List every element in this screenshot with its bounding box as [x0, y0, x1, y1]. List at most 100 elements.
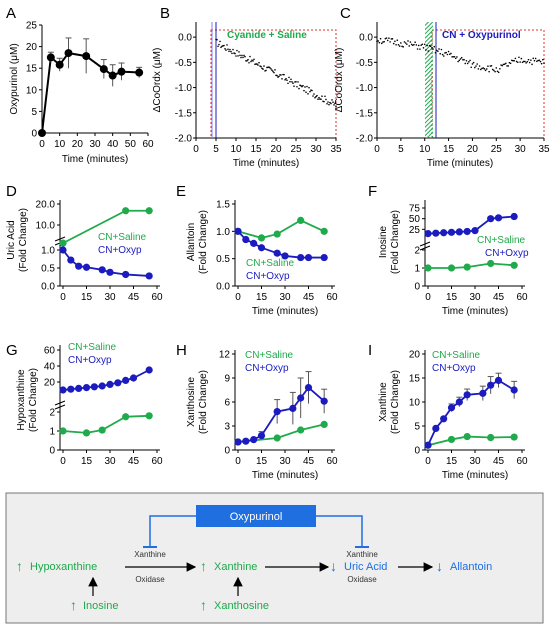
- series-cn-oxyp-point: [59, 246, 67, 254]
- y-tick-label: 0.0: [359, 33, 373, 44]
- trace-point: [474, 66, 476, 69]
- trace-point: [464, 62, 467, 65]
- trace-point: [477, 68, 480, 70]
- x-tick-label: 15: [81, 292, 93, 303]
- trace-point: [416, 48, 419, 50]
- y-tick-label: 10: [26, 85, 38, 96]
- trace-point: [384, 37, 387, 40]
- trace-point: [269, 67, 271, 69]
- series-cn-oxyp-point: [487, 381, 495, 389]
- x-tick-label: 15: [443, 144, 455, 155]
- x-tick-label: 60: [151, 292, 163, 303]
- series-cn-oxyp-point: [90, 383, 98, 391]
- trace-point: [224, 48, 226, 50]
- legend-blue: CN+Oxyp: [98, 245, 142, 256]
- x-tick-label: 5: [213, 144, 219, 155]
- trace-point: [522, 60, 525, 63]
- panel-b: 0.0 -0.5 -1.0 -1.5 -2.0 0 5 10 15 20 25 30 35 Time …: [152, 22, 342, 169]
- trace-point: [276, 74, 278, 77]
- panel-c: 0.0 -0.5 -1.0 -1.5 -2.0 0 5 10 15 20 25 30 35 Time …: [334, 22, 550, 169]
- y-tick-label: 20: [409, 350, 421, 361]
- trace-point: [308, 86, 310, 89]
- trace-point: [404, 42, 407, 44]
- x-tick-label: 30: [469, 456, 481, 467]
- trace-point: [334, 102, 336, 105]
- trace-point: [443, 55, 445, 57]
- y-tick-label: -0.5: [175, 58, 193, 69]
- legend-blue: CN+Oxyp: [432, 363, 476, 374]
- y-tick-label: 12: [219, 350, 231, 361]
- series-cn-oxyp-point: [129, 374, 138, 382]
- series-cn-saline-point: [257, 234, 266, 242]
- trace-point: [419, 48, 421, 50]
- trace-point: [329, 101, 331, 104]
- trace-point: [437, 50, 439, 52]
- x-tick-label: 45: [128, 292, 140, 303]
- y-tick-label: 9: [224, 374, 230, 385]
- trace-point: [247, 58, 249, 61]
- series-cn-saline-point: [447, 264, 456, 272]
- series-cn-saline-line: [62, 414, 150, 434]
- trace-point: [386, 39, 389, 42]
- y-tick-label: 3: [224, 422, 230, 433]
- y-axis-label-1: Uric Acid: [6, 220, 17, 259]
- trace-point: [543, 62, 545, 65]
- panel-letter-c: C: [340, 5, 351, 22]
- ticks: 0 15 30 45 60 1.5 1.0 0.5 0.0: [216, 200, 338, 304]
- trace-point: [421, 43, 424, 46]
- y-tick-label: 0: [49, 446, 55, 457]
- x-tick-label: 60: [142, 139, 154, 150]
- trace-point: [234, 52, 236, 55]
- series-cn-oxyp-point: [479, 389, 487, 397]
- x-tick-label: 60: [516, 456, 528, 467]
- data-point: [135, 68, 144, 77]
- trace-point: [534, 57, 537, 60]
- series-cn-oxyp-point: [494, 376, 503, 384]
- highlight-box: [431, 29, 545, 139]
- trace-point: [292, 82, 294, 84]
- series-cn-oxyp-point: [432, 229, 440, 237]
- trace-point: [265, 69, 267, 72]
- trace-point: [281, 78, 283, 80]
- y-tick-label: 0: [414, 282, 420, 293]
- trace-point: [284, 78, 286, 81]
- trace-point: [241, 54, 243, 57]
- trace-point: [398, 45, 401, 47]
- axis-break: [419, 241, 431, 247]
- enzyme-label-1b: Oxidase: [135, 575, 165, 584]
- y-ticks: 0.0 -0.5 -1.0 -1.5 -2.0: [356, 33, 377, 145]
- panel-letter-d: D: [6, 183, 17, 200]
- trace-point: [429, 45, 432, 48]
- legend-green: CN+Saline: [98, 232, 147, 243]
- series: [59, 207, 153, 280]
- series-cn-oxyp-line: [237, 386, 325, 443]
- panel-letter-h: H: [176, 342, 187, 359]
- inhibition-line-1: [149, 515, 196, 547]
- trace-point: [226, 44, 228, 46]
- trace-point: [312, 95, 314, 97]
- series-cn-oxyp-point: [257, 244, 266, 252]
- trace-point: [388, 37, 390, 39]
- trace-point: [445, 51, 447, 54]
- y-axis-label-2: (Fold Change): [198, 370, 209, 434]
- trace-point: [238, 51, 240, 53]
- trace-point: [452, 55, 455, 58]
- y-axis-label: ΔCoOrdx (μM): [334, 48, 345, 113]
- enzyme-label-1a: Xanthine: [134, 550, 166, 559]
- trace-point: [385, 37, 388, 39]
- trace-point: [457, 60, 459, 63]
- trace-point: [490, 65, 493, 67]
- trace-point: [472, 61, 475, 64]
- trace-point: [237, 55, 239, 57]
- trace-point: [459, 58, 462, 60]
- x-tick-label: 30: [469, 292, 481, 303]
- xanthosine-label: Xanthosine: [214, 600, 269, 612]
- trace-point: [236, 49, 238, 52]
- data-point: [82, 52, 91, 61]
- x-tick-label: 45: [303, 292, 315, 303]
- series-cn-oxyp-point: [82, 384, 91, 392]
- series-cn-oxyp-point: [234, 438, 242, 446]
- series-cn-saline-point: [510, 433, 518, 441]
- x-tick-label: 60: [151, 456, 163, 467]
- legend-blue: CN+Oxyp: [485, 248, 529, 259]
